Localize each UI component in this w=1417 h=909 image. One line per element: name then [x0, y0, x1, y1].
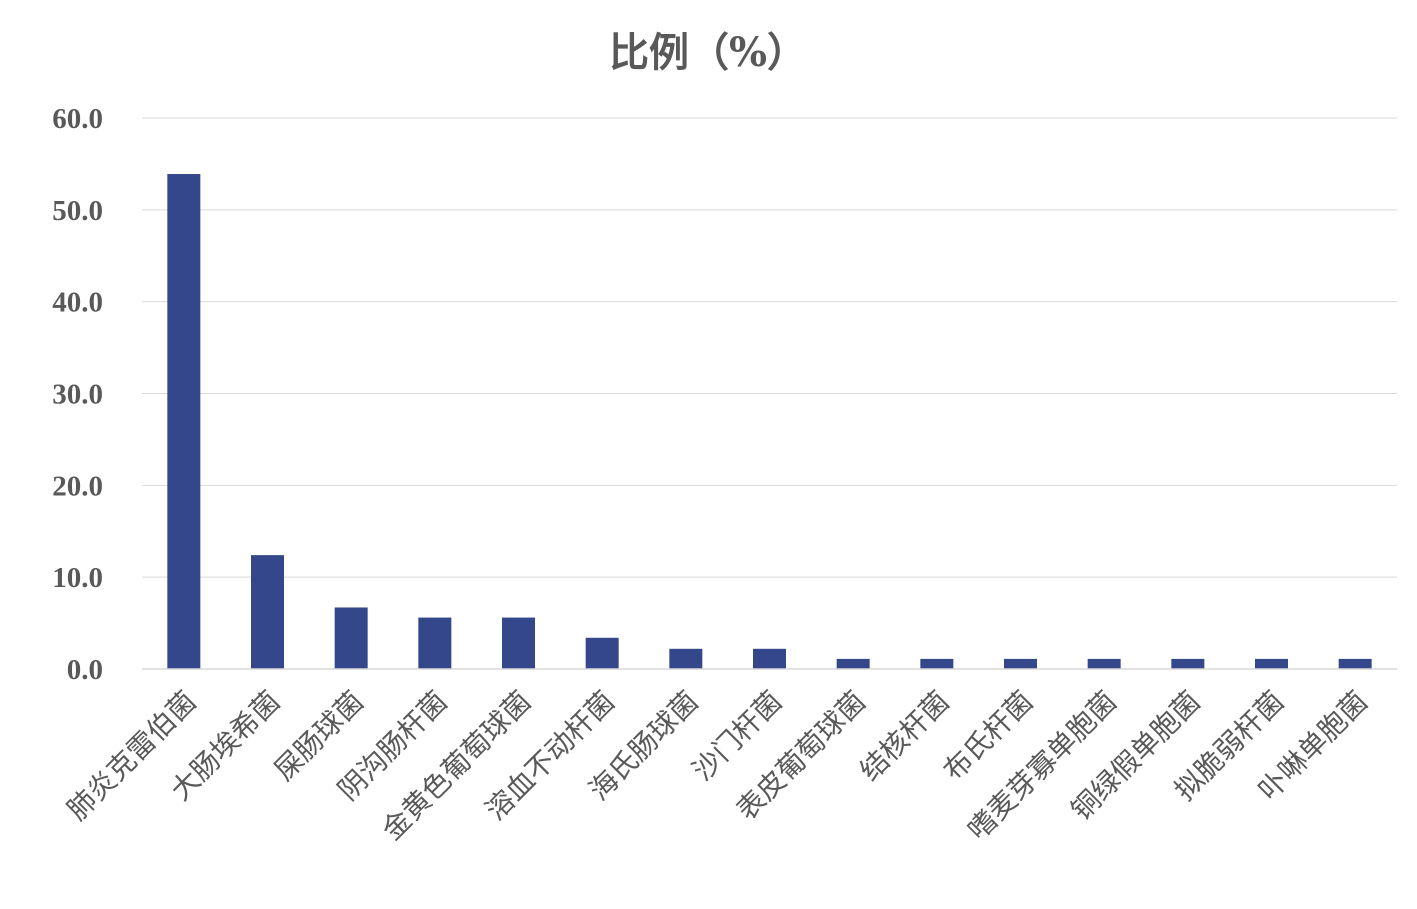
x-tick-label: 金黄色葡萄球菌 [376, 685, 538, 847]
bar [334, 607, 368, 669]
bar [1171, 658, 1205, 669]
bar [418, 617, 452, 669]
bar [1087, 658, 1121, 669]
y-tick-label: 0.0 [67, 654, 103, 686]
bar [669, 648, 703, 669]
x-tick-label: 嗜麦芽寡单胞菌 [961, 685, 1123, 847]
bar [1004, 658, 1037, 669]
y-tick-label: 60.0 [52, 103, 103, 135]
bar [836, 658, 870, 669]
x-axis-ticks: 肺炎克雷伯菌大肠埃希菌屎肠球菌阴沟肠杆菌金黄色葡萄球菌溶血不动杆菌海氏肠球菌沙门… [61, 685, 1374, 847]
y-axis-ticks: 0.0 10.0 20.0 30.0 40.0 50.0 60.0 [52, 103, 103, 686]
y-tick-label: 30.0 [52, 379, 103, 411]
gridlines [142, 117, 1397, 578]
bar [1255, 658, 1288, 669]
bar [502, 617, 535, 669]
bar [585, 637, 619, 669]
y-tick-label: 40.0 [52, 287, 103, 319]
y-tick-label: 10.0 [52, 562, 103, 594]
bar [920, 658, 954, 669]
y-tick-label: 20.0 [52, 470, 103, 502]
y-tick-label: 50.0 [52, 195, 103, 227]
x-tick-label: 肺炎克雷伯菌 [61, 685, 203, 827]
bars [167, 174, 1372, 670]
bar [167, 174, 201, 670]
x-tick-label: 结核杆菌 [853, 685, 956, 788]
bar [1338, 658, 1372, 669]
bar [753, 648, 786, 669]
chart-title: 比例（%） [609, 29, 807, 76]
bar [251, 555, 284, 669]
